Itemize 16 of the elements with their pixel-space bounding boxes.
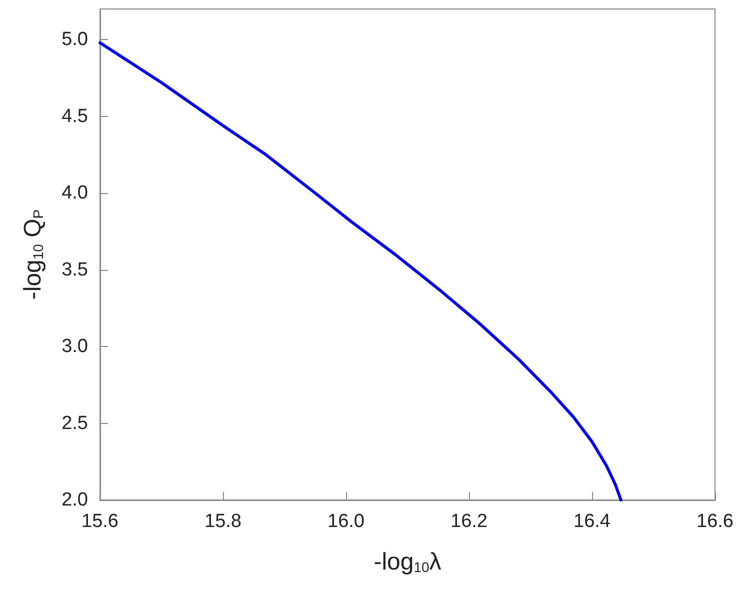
y-axis-title: -log10 QP [20,209,46,300]
x-tick-label: 15.6 [82,511,118,532]
x-tick-label: 16.6 [696,511,734,532]
x-tick-label: 16.4 [574,511,611,532]
y-tick-label: 3.5 [62,259,88,280]
y-tick-label: 2.0 [62,490,88,510]
line-series [98,41,622,502]
y-tick-label: 5.0 [62,29,88,50]
x-tick-label: 16.2 [450,511,488,532]
y-tick-label: 3.0 [62,336,88,358]
x-axis-title: -log10λ [374,548,442,576]
y-tick-label: 4.0 [62,182,88,204]
y-tick-label: 2.5 [62,412,88,434]
y-tick-label: 4.5 [62,106,88,127]
x-tick-label: 15.8 [204,511,242,532]
x-tick-label: 16.0 [328,511,364,532]
